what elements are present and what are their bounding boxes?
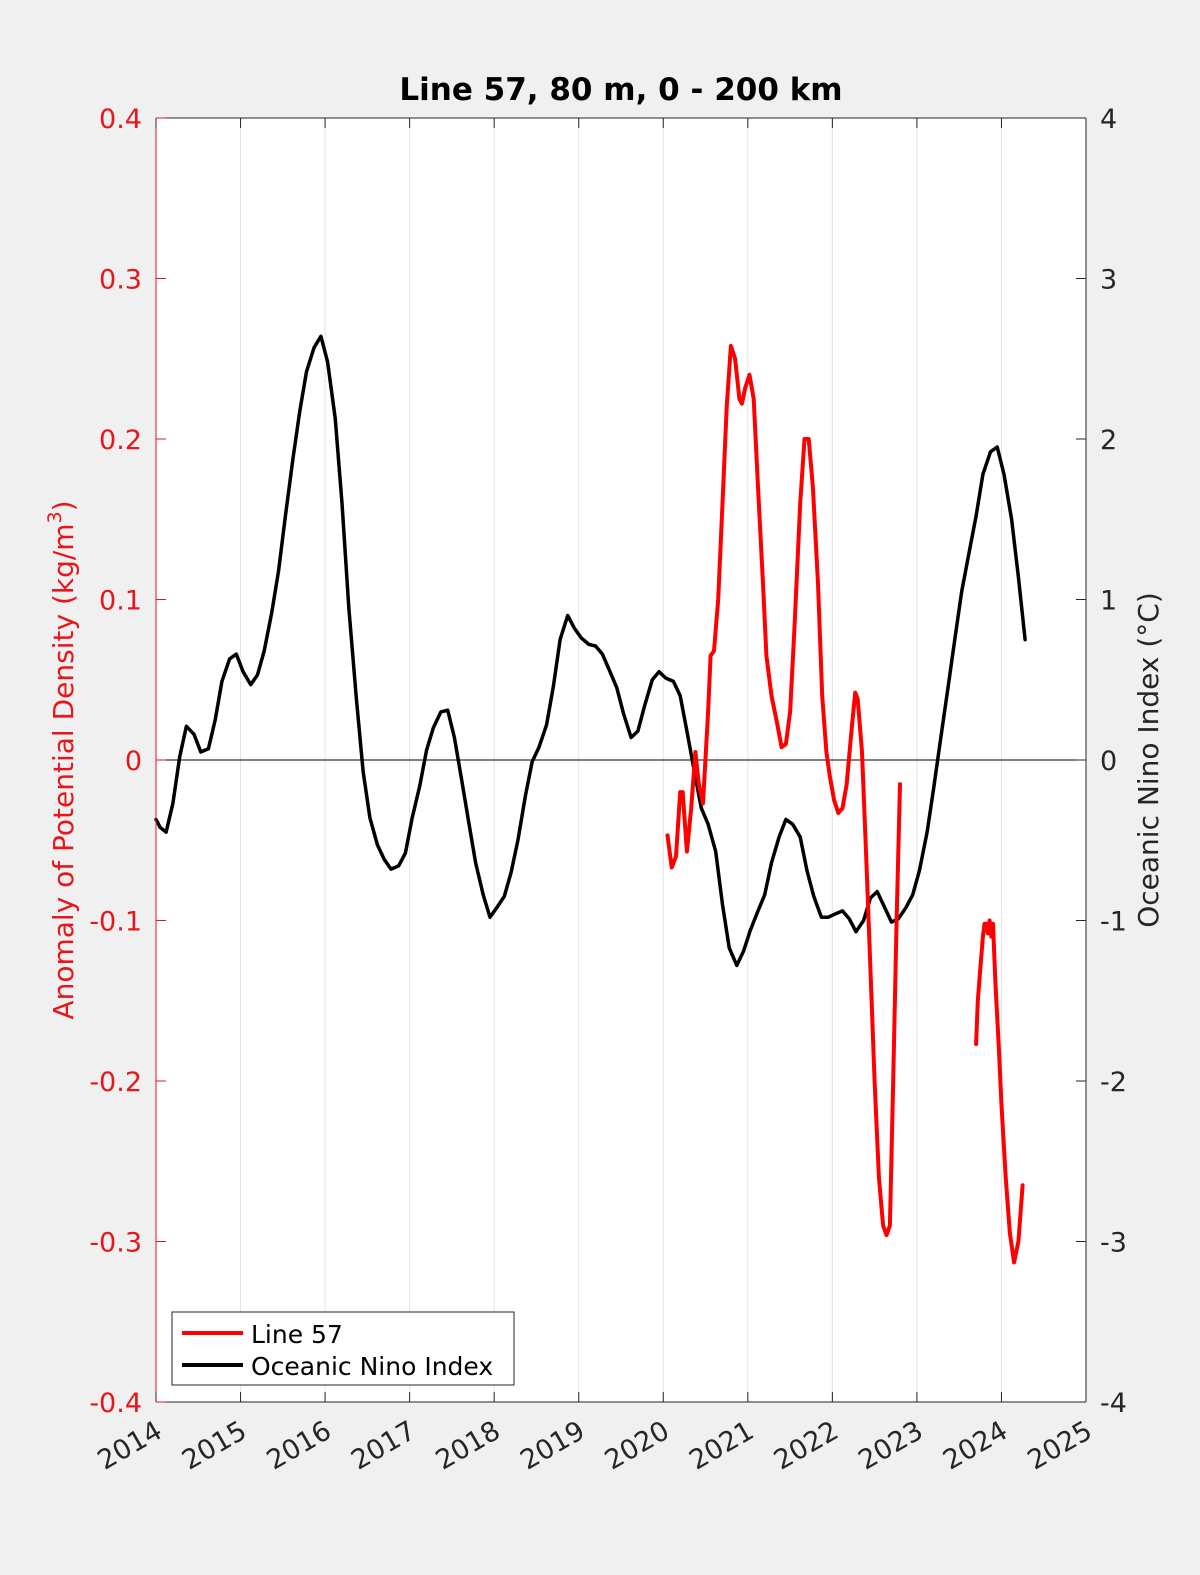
y-left-tick-label: 0 [125, 746, 142, 777]
series-line-57-segment [665, 343, 902, 1238]
y-right-tick-label: -1 [1100, 907, 1127, 938]
y-right-axis-label: Oceanic Nino Index (°C) [1132, 592, 1165, 928]
y-left-axis-label: Anomaly of Potential Density (kg/m3) [44, 500, 80, 1019]
y-right-tick-label: 0 [1100, 746, 1117, 777]
y-left-tick-label: -0.2 [89, 1067, 142, 1098]
series-oceanic-nino-index-line [154, 334, 1027, 968]
y-left-tick-label: 0.3 [99, 265, 142, 296]
y-right-tick-label: -4 [1100, 1388, 1127, 1419]
y-right-tick-label: -2 [1100, 1067, 1127, 1098]
y-left-tick-label: -0.1 [89, 907, 142, 938]
y-right-tick-label: -3 [1100, 1228, 1127, 1259]
series-layer [154, 334, 1027, 1265]
y-right-tick-label: 4 [1100, 104, 1117, 135]
y-left-tick-label: 0.4 [99, 104, 142, 135]
legend: Line 57 Oceanic Nino Index [171, 1311, 515, 1386]
y-left-tick-label: 0.2 [99, 425, 142, 456]
y-left-tick-label: 0.1 [99, 586, 142, 617]
legend-label-line-57: Line 57 [251, 1320, 343, 1349]
y-right-tick-label: 2 [1100, 425, 1117, 456]
y-left-tick-label: -0.4 [89, 1388, 142, 1419]
legend-box [171, 1311, 515, 1386]
y-right-tick-label: 3 [1100, 265, 1117, 296]
y-right-tick-label: 1 [1100, 586, 1117, 617]
series-line-57-segment [974, 918, 1025, 1265]
chart-title: Line 57, 80 m, 0 - 200 km [399, 72, 842, 108]
y-left-tick-label: -0.3 [89, 1228, 142, 1259]
legend-label-oni: Oceanic Nino Index [251, 1352, 493, 1381]
